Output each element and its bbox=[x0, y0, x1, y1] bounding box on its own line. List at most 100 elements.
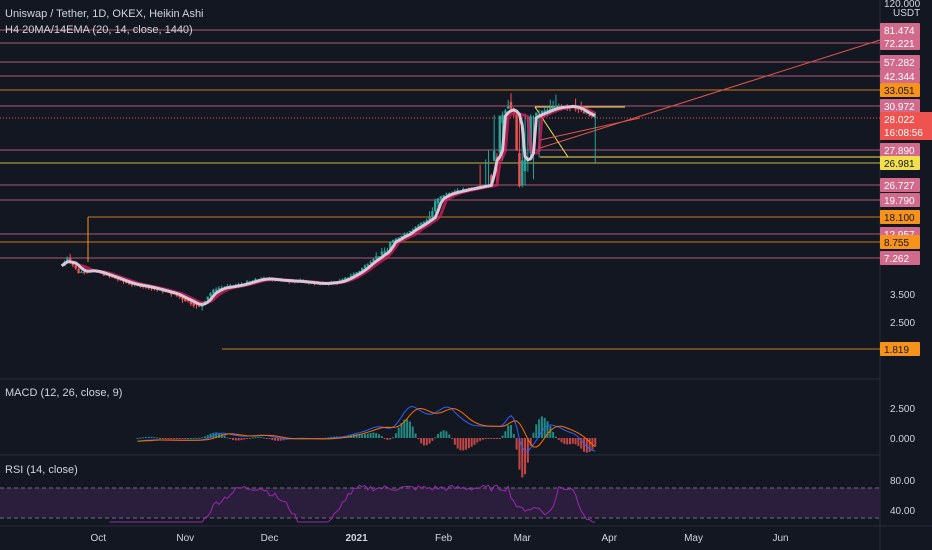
candle-body bbox=[414, 227, 417, 229]
candle-body bbox=[521, 160, 524, 186]
macd-histogram-bar bbox=[184, 438, 187, 439]
candle-body bbox=[389, 242, 392, 250]
macd-histogram-bar bbox=[574, 438, 577, 445]
channel-line[interactable] bbox=[539, 117, 641, 141]
macd-histogram-bar bbox=[456, 438, 459, 449]
candle-body bbox=[400, 235, 403, 238]
macd-histogram-bar bbox=[529, 438, 532, 446]
macd-histogram-bar bbox=[243, 438, 246, 440]
candle-body bbox=[509, 101, 513, 109]
macd-histogram-bar bbox=[470, 438, 473, 447]
macd-histogram-bar bbox=[217, 432, 220, 438]
candle-body bbox=[74, 265, 77, 269]
candle-body bbox=[217, 288, 221, 290]
macd-histogram-bar bbox=[366, 433, 369, 438]
macd-histogram-bar bbox=[198, 437, 201, 439]
macd-histogram-bar bbox=[473, 438, 476, 445]
candle-body bbox=[209, 293, 212, 296]
macd-histogram-bar bbox=[394, 433, 397, 438]
macd-histogram-bar bbox=[484, 438, 487, 440]
macd-histogram-bar bbox=[229, 438, 232, 439]
candle-body bbox=[192, 302, 195, 306]
macd-histogram-bar bbox=[178, 438, 181, 439]
rsi-label[interactable]: RSI (14, close) bbox=[5, 464, 78, 476]
macd-histogram-bar bbox=[271, 438, 274, 441]
level-price-label: 42.344 bbox=[884, 72, 915, 83]
candle-body bbox=[594, 116, 597, 118]
candle-body bbox=[405, 232, 409, 234]
macd-histogram-bar bbox=[459, 438, 462, 451]
macd-histogram-bar bbox=[220, 433, 223, 438]
macd-histogram-bar bbox=[585, 438, 588, 453]
candle-body bbox=[360, 268, 364, 271]
macd-histogram-bar bbox=[493, 438, 496, 439]
candle-body bbox=[175, 294, 179, 296]
macd-histogram-bar bbox=[192, 437, 195, 439]
macd-histogram-bar bbox=[504, 431, 507, 438]
macd-histogram-bar bbox=[538, 419, 541, 438]
macd-histogram-bar bbox=[274, 438, 277, 441]
level-price-tag bbox=[880, 36, 920, 50]
candle-body bbox=[532, 117, 535, 119]
indicator-label[interactable]: H4 20MA/14EMA (20, 14, close, 1440) bbox=[5, 24, 193, 36]
candle-body bbox=[419, 223, 423, 226]
macd-histogram-bar bbox=[282, 438, 285, 441]
candle-body bbox=[214, 289, 218, 291]
candle-body bbox=[582, 111, 586, 113]
macd-histogram-bar bbox=[495, 438, 498, 439]
candle-body bbox=[198, 305, 201, 307]
candle-body bbox=[375, 256, 378, 259]
candle-body bbox=[397, 237, 400, 239]
candle-body bbox=[554, 106, 558, 108]
macd-histogram-bar bbox=[563, 438, 566, 444]
candle-body bbox=[170, 292, 173, 295]
current-price-label: 28.022 bbox=[884, 115, 915, 126]
macd-histogram-bar bbox=[372, 432, 375, 438]
macd-histogram-bar bbox=[232, 438, 235, 440]
candle-body bbox=[130, 283, 134, 285]
candle-body bbox=[125, 281, 128, 283]
macd-histogram-bar bbox=[223, 435, 226, 438]
candle-body bbox=[386, 250, 389, 252]
macd-histogram-bar bbox=[467, 438, 470, 449]
trend-line[interactable] bbox=[539, 39, 881, 149]
current-price-tag bbox=[880, 112, 932, 140]
macd-histogram-bar bbox=[487, 438, 490, 439]
macd-histogram-bar bbox=[251, 437, 254, 439]
candle-body bbox=[422, 221, 426, 224]
macd-histogram-bar bbox=[588, 438, 591, 452]
level-price-tag bbox=[880, 99, 920, 113]
level-price-tag bbox=[880, 23, 920, 37]
candle-body bbox=[504, 110, 507, 114]
time-tick-label: Mar bbox=[514, 533, 532, 544]
macd-histogram-bar bbox=[139, 437, 142, 439]
macd-tick-label: 0.000 bbox=[890, 434, 915, 445]
macd-histogram-bar bbox=[333, 436, 336, 438]
macd-label[interactable]: MACD (12, 26, close, 9) bbox=[5, 387, 123, 399]
macd-histogram-bar bbox=[327, 437, 330, 439]
macd-histogram-bar bbox=[375, 433, 378, 438]
price-tick-label: 2.500 bbox=[890, 318, 915, 329]
macd-histogram-bar bbox=[465, 438, 468, 450]
macd-histogram-bar bbox=[476, 438, 479, 443]
macd-line bbox=[137, 405, 596, 453]
macd-histogram-bar bbox=[571, 438, 574, 444]
macd-histogram-bar bbox=[540, 416, 543, 438]
macd-histogram-bar bbox=[279, 438, 282, 441]
candle-body bbox=[588, 114, 591, 116]
macd-histogram-bar bbox=[195, 437, 198, 439]
macd-histogram-bar bbox=[521, 438, 524, 478]
level-price-tag bbox=[880, 178, 920, 192]
candle-body bbox=[411, 229, 414, 231]
macd-histogram-bar bbox=[437, 433, 439, 438]
macd-histogram-bar bbox=[276, 438, 279, 441]
macd-histogram-bar bbox=[425, 438, 428, 446]
candle-body bbox=[546, 109, 549, 112]
level-price-label: 81.474 bbox=[884, 26, 915, 37]
level-price-label: 7.262 bbox=[884, 254, 909, 265]
macd-histogram-bar bbox=[268, 438, 271, 440]
candle-body bbox=[377, 256, 381, 258]
candle-body bbox=[66, 258, 69, 262]
level-price-label: 72.221 bbox=[884, 39, 915, 50]
candle-body bbox=[352, 273, 355, 276]
